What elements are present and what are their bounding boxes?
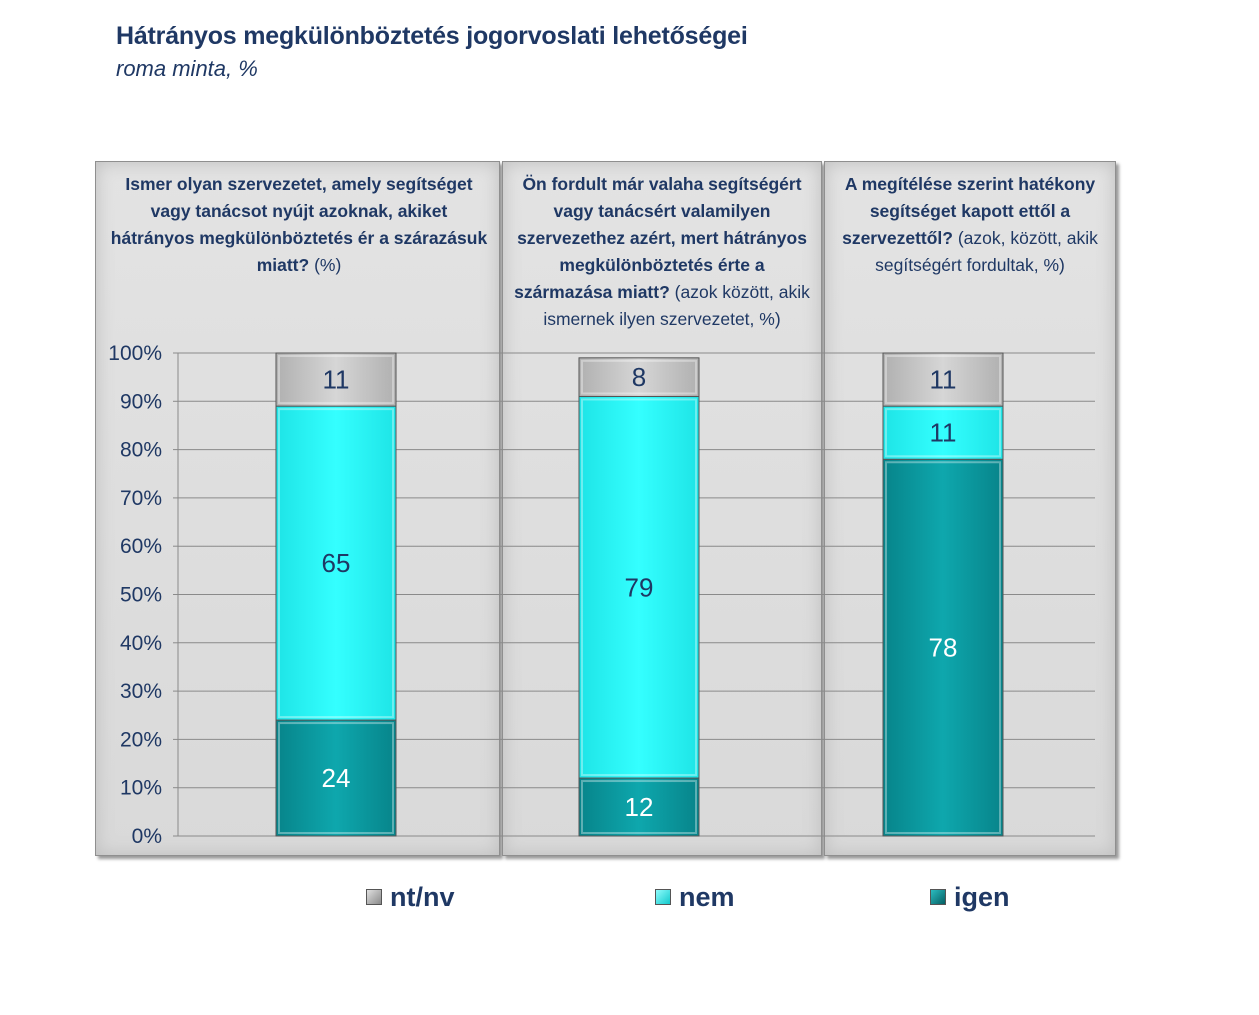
bar-igen-3 — [882, 458, 1004, 837]
bar-bevel — [581, 359, 697, 395]
y-tick-label: 90% — [120, 390, 162, 413]
y-tick-label: 100% — [108, 342, 162, 365]
question-2-note: (azok között, akik ismernek ilyen szerve… — [543, 282, 810, 329]
y-tick-label: 80% — [120, 439, 162, 462]
bar-bevel — [581, 780, 697, 834]
chart-title: Hátrányos megkülönböztetés jogorvoslati … — [116, 22, 748, 50]
y-tick-label: 20% — [120, 728, 162, 751]
legend-label-igen: igen — [954, 881, 1010, 912]
data-label-nem-1: 65 — [322, 548, 351, 578]
bar-ntnv-2 — [578, 357, 700, 397]
legend-item-nem: nem — [655, 880, 735, 914]
legend-item-igen: igen — [930, 880, 1010, 914]
y-tick-label: 0% — [132, 825, 162, 848]
question-2-text: Ön fordult már valaha segítségért vagy t… — [514, 174, 807, 302]
bar-bevel — [885, 355, 1001, 405]
bar-bevel — [581, 398, 697, 777]
legend-swatch-nem — [655, 889, 671, 905]
bar-bevel — [278, 722, 394, 835]
data-label-nem-3: 11 — [930, 418, 957, 448]
y-tick-label: 30% — [120, 680, 162, 703]
bar-nem-1 — [275, 405, 397, 721]
data-label-igen-2: 12 — [625, 792, 654, 822]
bar-stack-1: 24 65 11 — [275, 352, 397, 837]
bar-bevel — [885, 408, 1001, 458]
data-label-ntnv-2: 8 — [632, 362, 646, 392]
legend-label-nem: nem — [679, 881, 735, 912]
y-tick-label: 10% — [120, 777, 162, 800]
y-tick-label: 40% — [120, 632, 162, 655]
bar-ntnv-1 — [275, 352, 397, 407]
data-label-igen-3: 78 — [929, 633, 958, 663]
y-tick-label: 60% — [120, 535, 162, 558]
legend-item-ntnv: nt/nv — [366, 880, 455, 914]
question-1-note: (%) — [314, 255, 342, 275]
bar-nem-2 — [578, 395, 700, 779]
bar-bevel — [278, 408, 394, 719]
question-3-text: A megítélése szerint hatékony segítséget… — [842, 174, 1096, 248]
bar-ntnv-3 — [882, 352, 1004, 407]
question-1-text: Ismer olyan szervezetet, amely segítsége… — [110, 174, 488, 275]
bar-bevel — [885, 461, 1001, 834]
y-tick-label: 70% — [120, 487, 162, 510]
data-label-ntnv-3: 11 — [930, 365, 957, 395]
bar-igen-2 — [578, 777, 700, 837]
bar-stack-2: 12 79 8 — [578, 357, 700, 837]
legend-label-ntnv: nt/nv — [390, 881, 455, 912]
y-tick-label: 50% — [120, 584, 162, 607]
data-label-nem-2: 79 — [625, 572, 654, 602]
data-label-ntnv-1: 11 — [323, 365, 350, 395]
question-3-note: (azok, között, akik segítségért fordulta… — [875, 228, 1098, 275]
bar-igen-1 — [275, 719, 397, 837]
data-label-igen-1: 24 — [322, 763, 351, 793]
chart-subtitle: roma minta, % — [116, 56, 258, 81]
question-2: Ön fordult már valaha segítségért vagy t… — [508, 171, 816, 333]
bar-stack-3: 78 11 11 — [882, 352, 1004, 837]
question-3: A megítélése szerint hatékony segítséget… — [834, 171, 1106, 279]
bar-bevel — [278, 355, 394, 405]
legend-swatch-igen — [930, 889, 946, 905]
question-1: Ismer olyan szervezetet, amely segítsége… — [110, 171, 488, 279]
legend-swatch-ntnv — [366, 889, 382, 905]
bar-nem-3 — [882, 405, 1004, 460]
